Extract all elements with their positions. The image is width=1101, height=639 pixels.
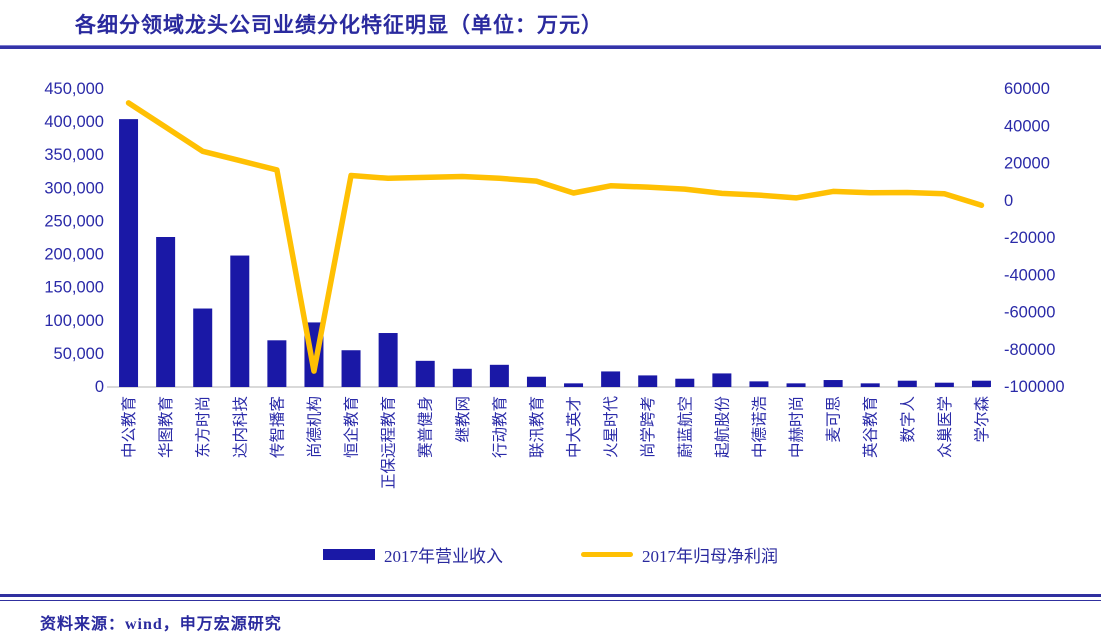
profit-line — [125, 100, 985, 374]
right-axis-tick-label: -20000 — [1004, 229, 1055, 247]
chart-title: 各细分领域龙头公司业绩分化特征明显（单位：万元） — [75, 13, 603, 37]
left-axis-tick-label: 400,000 — [44, 113, 104, 131]
x-axis-category-label: 传智播客 — [268, 396, 286, 458]
revenue-bar — [341, 350, 361, 387]
x-axis-category-label: 尚学跨考 — [639, 396, 657, 458]
revenue-bar — [378, 333, 398, 387]
revenue-bar — [415, 360, 435, 387]
source-text: 资料来源：wind，申万宏源研究 — [40, 616, 282, 633]
revenue-bar — [119, 119, 139, 387]
x-axis-category-label: 数字人 — [899, 396, 917, 443]
revenue-bar — [860, 383, 880, 387]
left-axis-tick-label: 350,000 — [44, 146, 104, 164]
x-axis-category-label: 行动教育 — [491, 396, 509, 458]
right-axis-tick-label: 40000 — [1004, 117, 1050, 135]
revenue-bar — [230, 255, 250, 387]
x-axis-category-label: 中赫时尚 — [788, 396, 806, 458]
footer-divider — [0, 594, 1101, 601]
x-axis-category-label: 中大英才 — [565, 396, 583, 458]
x-axis-category-label: 赛普健身 — [416, 396, 435, 458]
x-axis-category-label: 东方时尚 — [194, 396, 212, 458]
right-axis-tick-label: 60000 — [1004, 80, 1050, 98]
right-axis-tick-label: -100000 — [1004, 378, 1065, 396]
left-axis-tick-label: 150,000 — [44, 279, 104, 297]
left-axis-tick-label: 50,000 — [54, 345, 104, 363]
x-axis-category-label: 起航股份 — [713, 396, 731, 459]
x-axis-category-label: 中德诺浩 — [750, 396, 768, 458]
x-axis-category-label: 恒企教育 — [343, 396, 361, 458]
x-axis-category-label: 继教网 — [454, 396, 472, 443]
left-axis-tick-label: 300,000 — [44, 179, 104, 197]
x-axis-category-label: 达内科技 — [231, 396, 249, 458]
revenue-bar — [934, 382, 954, 387]
revenue-bar — [601, 371, 621, 387]
x-axis-category-label: 华图教育 — [157, 396, 175, 458]
right-axis-tick-label: -60000 — [1004, 304, 1055, 322]
legend-revenue-label: 2017年营业收入 — [384, 547, 503, 566]
left-axis-tick-label: 0 — [95, 378, 104, 396]
revenue-bar — [823, 380, 843, 387]
revenue-bar — [526, 376, 546, 387]
revenue-bar — [786, 383, 806, 387]
revenue-bar — [712, 373, 732, 387]
revenue-bar — [897, 380, 917, 387]
right-axis-tick-label: 20000 — [1004, 155, 1050, 173]
x-axis-category-label: 正保远程教育 — [380, 396, 398, 489]
left-axis-tick-label: 250,000 — [44, 212, 104, 230]
right-axis-tick-label: -40000 — [1004, 266, 1055, 284]
combo-chart: 450,000 400,000 350,000 300,000 250,000 200,0… — [44, 80, 1065, 489]
x-axis-category-label: 尚德机构 — [305, 396, 323, 458]
revenue-bar — [156, 237, 176, 387]
revenue-bar — [564, 383, 584, 387]
revenue-bar — [749, 381, 769, 387]
revenue-bar — [267, 340, 287, 387]
revenue-bar — [193, 308, 213, 387]
revenue-bar — [452, 368, 472, 387]
x-axis-category-label: 学尔森 — [973, 396, 991, 443]
revenue-bar — [638, 375, 658, 387]
title-underline — [0, 45, 1101, 49]
left-axis-tick-label: 200,000 — [44, 246, 104, 264]
revenue-bar — [675, 378, 695, 387]
revenue-bar — [489, 364, 509, 387]
revenue-bar — [971, 380, 991, 387]
revenue-swatch-icon — [323, 549, 375, 560]
legend-profit-label: 2017年归母净利润 — [642, 547, 778, 566]
legend-item-profit: 2017年归母净利润 — [581, 542, 778, 567]
legend-item-revenue: 2017年营业收入 — [323, 542, 503, 567]
profit-line-swatch-icon — [581, 552, 633, 557]
x-axis-category-label: 中公教育 — [120, 396, 138, 458]
x-axis-category-label: 众巢医学 — [936, 396, 954, 458]
x-axis-category-label: 火星时代 — [602, 396, 620, 459]
right-axis-tick-label: 0 — [1004, 192, 1013, 210]
right-axis-tick-label: -80000 — [1004, 341, 1055, 359]
x-axis-category-label: 联汛教育 — [528, 396, 546, 458]
left-axis-tick-label: 100,000 — [44, 312, 104, 330]
x-axis-category-label: 英谷教育 — [862, 396, 880, 458]
x-axis-category-label: 蔚蓝航空 — [676, 396, 694, 458]
chart-legend: 2017年营业收入 2017年归母净利润 — [0, 542, 1101, 567]
left-axis-tick-label: 450,000 — [44, 80, 104, 98]
x-axis-category-label: 麦可思 — [825, 396, 843, 443]
